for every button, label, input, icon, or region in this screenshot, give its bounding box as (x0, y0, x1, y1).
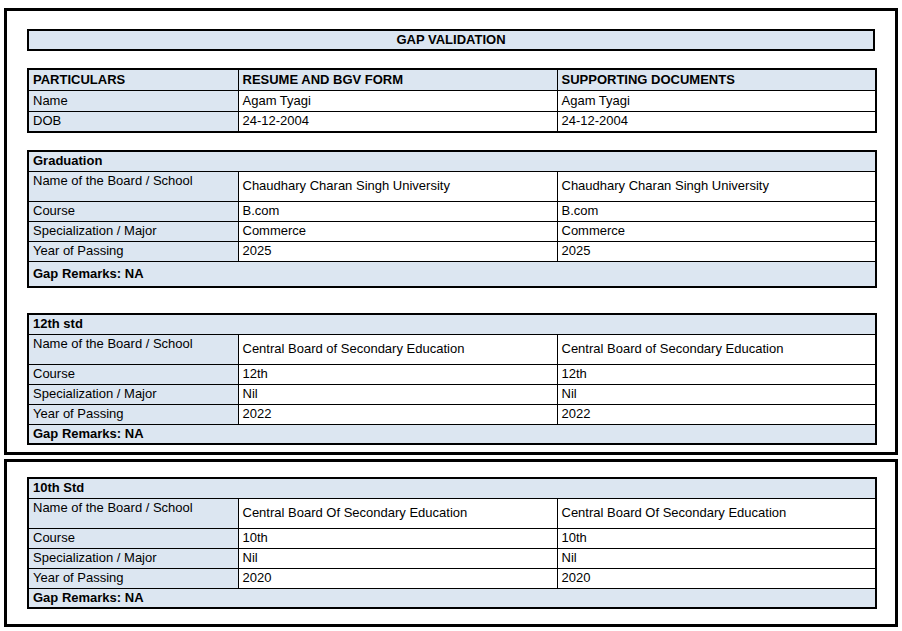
specialization-resume-value: Commerce (238, 221, 557, 241)
particulars-header-row: PARTICULARS RESUME AND BGV FORM SUPPORTI… (28, 69, 876, 90)
section-title-graduation: Graduation (28, 151, 876, 171)
board-school-resume-value: Central Board Of Secondary Education (238, 498, 557, 528)
year-supporting-value: 2022 (557, 404, 876, 424)
graduation-table: Graduation Name of the Board / School Ch… (27, 150, 877, 288)
table-row-year-of-passing: Year of Passing 2022 2022 (28, 404, 876, 424)
col-header-resume-bgv: RESUME AND BGV FORM (238, 69, 557, 90)
specialization-label: Specialization / Major (28, 548, 238, 568)
board-school-resume-value: Chaudhary Charan Singh University (238, 171, 557, 201)
name-resume-value: Agam Tyagi (238, 90, 557, 111)
graduation-title-row: Graduation (28, 151, 876, 171)
specialization-resume-value: Nil (238, 548, 557, 568)
board-school-label: Name of the Board / School (28, 171, 238, 201)
board-school-label: Name of the Board / School (28, 498, 238, 528)
year-resume-value: 2020 (238, 568, 557, 588)
gap-remarks-10th: Gap Remarks: NA (28, 588, 876, 608)
gap-remarks-row: Gap Remarks: NA (28, 424, 876, 444)
table-row-specialization: Specialization / Major Nil Nil (28, 548, 876, 568)
page-title: GAP VALIDATION (27, 29, 875, 51)
section-title-12th: 12th std (28, 314, 876, 334)
year-supporting-value: 2025 (557, 241, 876, 261)
course-resume-value: 12th (238, 364, 557, 384)
table-row-course: Course 12th 12th (28, 364, 876, 384)
course-supporting-value: 12th (557, 364, 876, 384)
table-row-year-of-passing: Year of Passing 2025 2025 (28, 241, 876, 261)
year-supporting-value: 2020 (557, 568, 876, 588)
specialization-supporting-value: Commerce (557, 221, 876, 241)
dob-supporting-value: 24-12-2004 (557, 111, 876, 132)
course-resume-value: B.com (238, 201, 557, 221)
table-row-specialization: Specialization / Major Commerce Commerce (28, 221, 876, 241)
course-supporting-value: 10th (557, 528, 876, 548)
year-resume-value: 2025 (238, 241, 557, 261)
specialization-supporting-value: Nil (557, 384, 876, 404)
table-row-name: Name Agam Tyagi Agam Tyagi (28, 90, 876, 111)
course-label: Course (28, 528, 238, 548)
name-label: Name (28, 90, 238, 111)
course-label: Course (28, 364, 238, 384)
table-row-board-school: Name of the Board / School Central Board… (28, 498, 876, 528)
dob-resume-value: 24-12-2004 (238, 111, 557, 132)
year-label: Year of Passing (28, 404, 238, 424)
course-label: Course (28, 201, 238, 221)
col-header-particulars: PARTICULARS (28, 69, 238, 90)
dob-label: DOB (28, 111, 238, 132)
board-school-supporting-value: Central Board of Secondary Education (557, 334, 876, 364)
table-row-course: Course B.com B.com (28, 201, 876, 221)
twelfth-title-row: 12th std (28, 314, 876, 334)
course-supporting-value: B.com (557, 201, 876, 221)
gap-remarks-row: Gap Remarks: NA (28, 588, 876, 608)
board-school-resume-value: Central Board of Secondary Education (238, 334, 557, 364)
specialization-resume-value: Nil (238, 384, 557, 404)
tenth-title-row: 10th Std (28, 478, 876, 498)
twelfth-std-table: 12th std Name of the Board / School Cent… (27, 313, 877, 445)
gap-remarks-row: Gap Remarks: NA (28, 261, 876, 287)
table-row-board-school: Name of the Board / School Central Board… (28, 334, 876, 364)
document-page-bottom: 10th Std Name of the Board / School Cent… (4, 459, 898, 627)
year-resume-value: 2022 (238, 404, 557, 424)
year-label: Year of Passing (28, 241, 238, 261)
gap-remarks-graduation: Gap Remarks: NA (28, 261, 876, 287)
table-row-course: Course 10th 10th (28, 528, 876, 548)
specialization-label: Specialization / Major (28, 221, 238, 241)
col-header-supporting-docs: SUPPORTING DOCUMENTS (557, 69, 876, 90)
particulars-table: PARTICULARS RESUME AND BGV FORM SUPPORTI… (27, 68, 877, 133)
specialization-label: Specialization / Major (28, 384, 238, 404)
table-row-board-school: Name of the Board / School Chaudhary Cha… (28, 171, 876, 201)
year-label: Year of Passing (28, 568, 238, 588)
specialization-supporting-value: Nil (557, 548, 876, 568)
table-row-specialization: Specialization / Major Nil Nil (28, 384, 876, 404)
board-school-label: Name of the Board / School (28, 334, 238, 364)
name-supporting-value: Agam Tyagi (557, 90, 876, 111)
section-title-10th: 10th Std (28, 478, 876, 498)
gap-remarks-12th: Gap Remarks: NA (28, 424, 876, 444)
course-resume-value: 10th (238, 528, 557, 548)
board-school-supporting-value: Chaudhary Charan Singh University (557, 171, 876, 201)
tenth-std-table: 10th Std Name of the Board / School Cent… (27, 477, 877, 609)
table-row-year-of-passing: Year of Passing 2020 2020 (28, 568, 876, 588)
document-page-top: GAP VALIDATION PARTICULARS RESUME AND BG… (4, 8, 898, 455)
table-row-dob: DOB 24-12-2004 24-12-2004 (28, 111, 876, 132)
board-school-supporting-value: Central Board Of Secondary Education (557, 498, 876, 528)
